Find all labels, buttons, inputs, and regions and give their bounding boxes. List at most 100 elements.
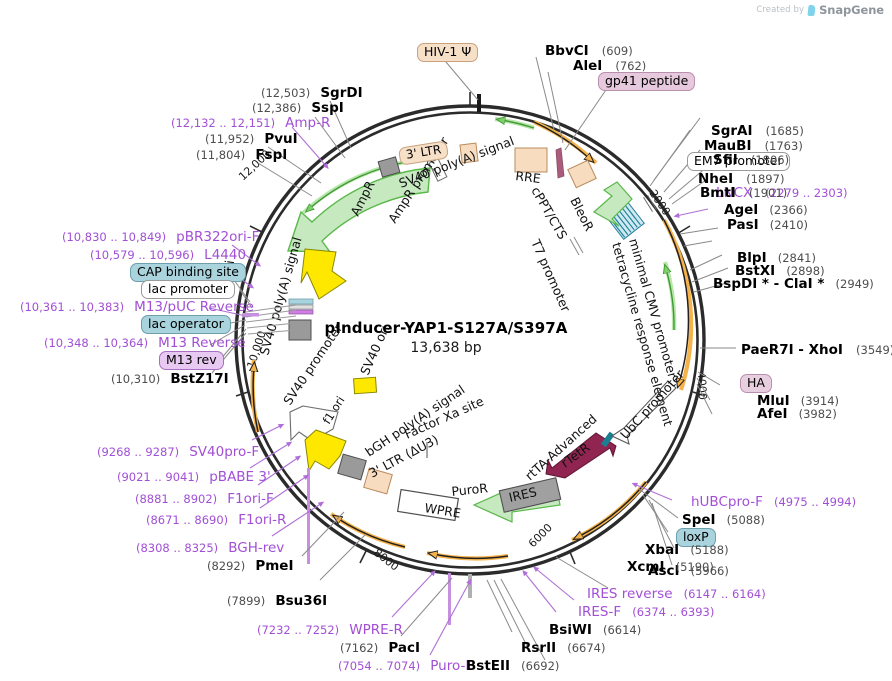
site-pos: (3982) <box>798 407 837 421</box>
feature-sv40-promoter-arrow <box>289 405 339 442</box>
site-label-m13-reverse[interactable]: (10,348 .. 10,364) M13 Reverse <box>44 334 246 351</box>
site-label-pbabe-3[interactable]: (9021 .. 9041) pBABE 3' <box>117 468 271 485</box>
site-name: BmtI <box>700 185 736 201</box>
ruler-tick-6000: 6000 <box>526 521 555 550</box>
site-label-amp-r[interactable]: (12,132 .. 12,151) Amp-R <box>171 114 330 131</box>
site-label-sgrdi[interactable]: (12,503) SgrDI <box>261 84 363 101</box>
site-name: IRES reverse <box>587 586 673 602</box>
site-pos: (3914) <box>800 394 840 408</box>
site-label-wpre-r[interactable]: (7232 .. 7252) WPRE-R <box>257 621 403 638</box>
site-label-paci[interactable]: (7162) PacI <box>340 639 420 656</box>
site-pos: (10,830 .. 10,849) <box>62 230 167 244</box>
snapgene-logo-icon <box>807 4 816 16</box>
site-label-bsteii[interactable]: BstEII (6692) <box>466 657 559 674</box>
feature-gp41-sliver <box>555 147 565 179</box>
feature-tag-ha[interactable]: HA <box>740 374 772 393</box>
site-pos: (12,132 .. 12,151) <box>171 116 276 130</box>
site-pos: (8881 .. 8902) <box>135 492 218 506</box>
site-pos: (4975 .. 4994) <box>773 495 857 509</box>
site-pos: (3549) <box>856 343 892 357</box>
site-label-f1ori-r[interactable]: (8671 .. 8690) F1ori-R <box>146 511 286 528</box>
site-label-f1ori-f[interactable]: (8881 .. 8902) F1ori-F <box>135 490 274 507</box>
site-name: FspI <box>255 147 288 163</box>
site-name: BlpI <box>737 250 767 266</box>
site-label-xcmi[interactable]: XcmI (5190) <box>627 558 714 575</box>
site-label-lncx[interactable]: LNCX (2279 .. 2303) <box>716 184 848 201</box>
site-label-pbr322ori-f[interactable]: (10,830 .. 10,849) pBR322ori-F <box>62 228 259 245</box>
site-pos: (2366) <box>769 203 808 217</box>
site-label-spei[interactable]: SpeI (5088) <box>682 511 765 528</box>
site-pos: (9021 .. 9041) <box>117 470 200 484</box>
site-pos: (6692) <box>521 659 560 673</box>
feature-ori-arrow <box>300 248 347 300</box>
site-label-sgrai[interactable]: SgrAI (1685) <box>711 122 804 139</box>
site-label-sspi[interactable]: (12,386) SspI <box>252 99 344 116</box>
site-pos: (1806) <box>750 153 790 167</box>
feature-sv40-polya-grey-box <box>377 156 401 178</box>
feature-tag-gp41-peptide[interactable]: gp41 peptide <box>598 72 696 91</box>
site-label-sv40pro-f[interactable]: (9268 .. 9287) SV40pro-F <box>97 443 259 460</box>
site-name: MluI <box>757 393 790 409</box>
site-pos: (11,952) <box>205 132 255 146</box>
site-name: RsrII <box>521 640 557 656</box>
site-label-bbvci[interactable]: BbvCI (609) <box>545 42 633 59</box>
site-name: LNCX <box>716 185 753 201</box>
site-label-sfii[interactable]: SfiI (1806) <box>713 151 789 168</box>
site-name: BstZ17I <box>170 371 229 387</box>
site-label-bmti[interactable]: BmtI (1901) <box>700 184 787 201</box>
site-label-alei[interactable]: AleI (762) <box>573 57 646 74</box>
site-label-pmei[interactable]: (8292) PmeI <box>207 557 293 574</box>
site-label-agei[interactable]: AgeI (2366) <box>724 201 808 218</box>
site-name: pBR322ori-F <box>176 229 260 245</box>
primer-bar-left <box>307 468 310 564</box>
site-label-mlui[interactable]: MluI (3914) <box>757 392 839 409</box>
feature-rtetr-tag <box>600 431 615 448</box>
site-pos: (1901) <box>748 186 788 200</box>
site-label-hubcpro-f[interactable]: hUBCpro-F (4975 .. 4994) <box>691 493 856 510</box>
site-label-xbai[interactable]: XbaI (5188) <box>645 541 729 558</box>
site-pos: (1763) <box>764 139 803 153</box>
site-label-bstz17i[interactable]: (10,310) BstZ17I <box>111 370 229 387</box>
site-label-bsu36i[interactable]: (7899) Bsu36I <box>227 592 327 609</box>
site-label-maubi[interactable]: MauBI (1763) <box>704 137 803 154</box>
site-pos: (10,348 .. 10,364) <box>44 336 149 350</box>
site-pos: (1897) <box>746 172 785 186</box>
site-label-pvui[interactable]: (11,952) PvuI <box>205 130 298 147</box>
site-label-bspdi-clai[interactable]: BspDI * - ClaI * (2949) <box>713 275 874 292</box>
feature-tag-m13-rev[interactable]: M13 rev <box>159 351 224 370</box>
site-label-bsiwi[interactable]: BsiWI (6614) <box>549 621 641 638</box>
site-label-l4440[interactable]: (10,579 .. 10,596) L4440 <box>90 246 246 263</box>
site-label-rsrii[interactable]: RsrII (6674) <box>521 639 605 656</box>
site-name: F1ori-F <box>227 491 274 507</box>
site-label-fspi[interactable]: (11,804) FspI <box>196 146 287 163</box>
site-label-puro-f[interactable]: (7054 .. 7074) Puro-F <box>338 657 473 674</box>
label-puror: PuroR <box>451 480 489 499</box>
site-label-ires-reverse[interactable]: IRES reverse (6147 .. 6164) <box>587 585 766 602</box>
site-pos: (12,503) <box>261 86 311 100</box>
site-name: PaeR7I - XhoI <box>741 342 843 358</box>
site-label-bgh-rev[interactable]: (8308 .. 8325) BGH-rev <box>136 539 284 556</box>
site-label-afei[interactable]: AfeI (3982) <box>757 405 837 422</box>
site-label-asci[interactable]: AscI (5966) <box>648 562 729 579</box>
site-label-ires-f[interactable]: IRES-F (6374 .. 6393) <box>578 603 714 620</box>
site-pos: (7232 .. 7252) <box>257 623 340 637</box>
site-label-bstxi[interactable]: BstXI (2898) <box>735 262 825 279</box>
site-label-blpi[interactable]: BlpI (2841) <box>737 249 816 266</box>
feature-rtetr-arrow <box>545 432 617 479</box>
feature-tag-lac-promoter[interactable]: lac promoter <box>141 280 235 299</box>
site-name: XbaI <box>645 542 680 558</box>
site-label-pasi[interactable]: PasI (2410) <box>727 216 808 233</box>
feature-tag-em7-promoter[interactable]: EM7 promoter <box>687 152 790 171</box>
feature-tag-cap-binding-site[interactable]: CAP binding site <box>130 263 246 282</box>
site-label-m13-puc-reverse[interactable]: (10,361 .. 10,383) M13/pUC Reverse <box>20 298 254 315</box>
feature-tag-lac-operator[interactable]: lac operator <box>141 315 231 334</box>
feature-tag-loxp[interactable]: loxP <box>676 528 716 547</box>
site-name: F1ori-R <box>238 512 287 528</box>
feature-sv40-ori-box <box>353 376 378 395</box>
feature-tag-hiv1-psi[interactable]: HIV-1 Ψ <box>417 43 479 62</box>
site-name: Amp-R <box>285 115 331 131</box>
site-name: Puro-F <box>430 658 474 674</box>
site-pos: (6674) <box>567 641 606 655</box>
site-label-nhei[interactable]: NheI (1897) <box>698 170 784 187</box>
site-label-paer7i-xhoi[interactable]: PaeR7I - XhoI (3549) <box>741 341 892 358</box>
